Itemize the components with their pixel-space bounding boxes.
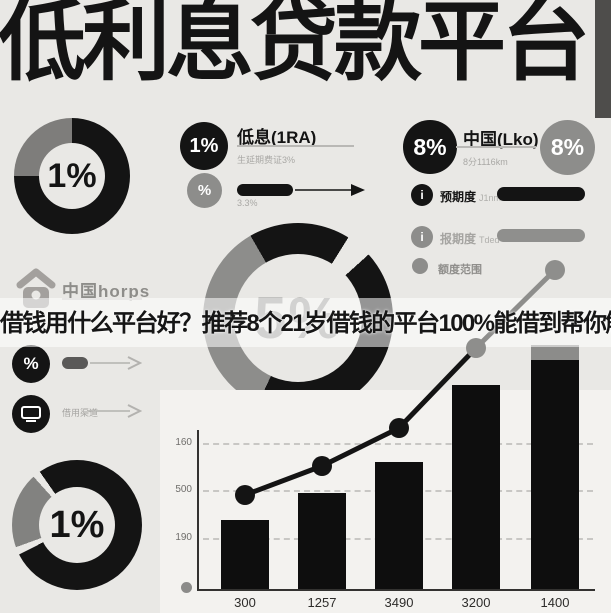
low-interest-badge: 1%: [180, 122, 228, 170]
china-badge-right: 8%: [540, 120, 595, 175]
x-axis: [197, 589, 595, 591]
banner-text: 借钱用什么平台好？推荐8个21岁借钱的平台100%能借到帮你解决资: [0, 310, 611, 337]
row-label-text: 预期度: [440, 190, 477, 204]
corner-strip: [595, 0, 611, 118]
x-axis-tick-label: 1257: [307, 595, 337, 610]
monitor-icon: [12, 395, 50, 433]
y-axis-tick-label: 190: [175, 532, 192, 543]
mini-pill: [62, 357, 88, 369]
x-axis-tick-label: 3200: [461, 595, 491, 610]
origin-dot-icon: [181, 582, 192, 593]
y-axis: [197, 430, 199, 590]
x-axis-tick-label: 3490: [384, 595, 414, 610]
percent-badge: %: [187, 173, 222, 208]
bullet-icon: [412, 258, 428, 274]
low-interest-subtitle: 生延期费证3%: [237, 155, 296, 165]
row-label-sub: J1nm: [479, 193, 502, 203]
divider: [237, 145, 354, 147]
percent-icon: %: [12, 345, 50, 383]
row-pill-2: [497, 229, 585, 242]
rate-note: 3.3%: [237, 198, 258, 208]
low-interest-title: 低息(1RA): [237, 128, 317, 147]
row-pill-1: [497, 187, 585, 201]
info-icon: i: [411, 184, 433, 206]
china-title: 中国(Lko): [463, 130, 539, 149]
bar-gray-cap: [531, 345, 579, 360]
row-label-1: 预期度 J1nm: [440, 188, 501, 205]
bar: [298, 493, 346, 590]
china-badge-left: 8%: [403, 120, 457, 174]
bar: [221, 520, 269, 590]
right-arrow-icon: [90, 356, 142, 370]
donut-value: 1%: [39, 487, 115, 563]
channel-label: 借用渠道: [62, 408, 99, 418]
row-label-3: 额度范围: [438, 264, 482, 276]
bar: [375, 462, 423, 590]
brand-label: 中国horps: [62, 282, 151, 301]
page-title: 低利息贷款平台: [0, 0, 590, 91]
x-axis-tick-label: 300: [234, 595, 256, 610]
trend-point: [545, 260, 565, 280]
right-arrow-icon: [88, 404, 142, 418]
y-axis-tick-label: 500: [175, 484, 192, 495]
bar: [452, 385, 500, 590]
x-axis-tick-label: 1400: [540, 595, 570, 610]
info-icon: i: [411, 226, 433, 248]
progress-pill: [237, 184, 293, 196]
row-label-2: 报期度 Tded: [440, 230, 500, 247]
y-axis-tick-label: 160: [175, 437, 192, 448]
china-subtitle: 8分1116km: [463, 157, 508, 167]
right-arrow-icon: [295, 184, 365, 196]
row-label-sub: Tded: [479, 235, 500, 245]
donut-chart-top-left: 1%: [14, 118, 130, 234]
bar: [531, 345, 579, 590]
divider: [456, 146, 536, 148]
donut-value: 1%: [39, 143, 105, 209]
row-label-text: 报期度: [440, 232, 477, 246]
donut-chart-bottom-left: 1%: [12, 460, 142, 590]
